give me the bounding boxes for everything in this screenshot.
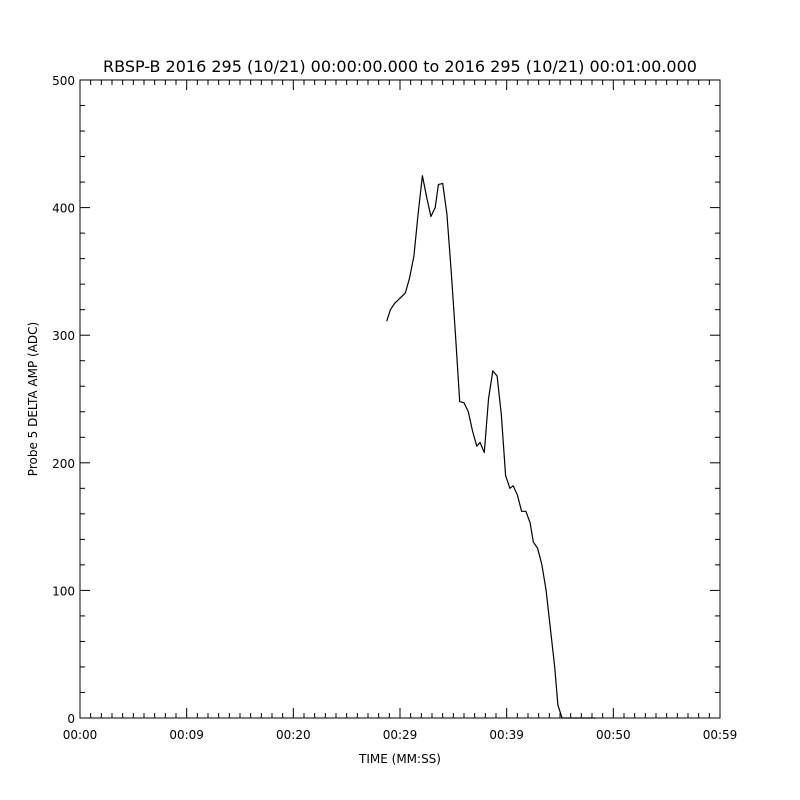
y-tick-label: 400	[52, 202, 75, 216]
x-tick-label: 00:50	[596, 728, 631, 742]
x-axis-label: TIME (MM:SS)	[358, 752, 441, 766]
y-axis-label: Probe 5 DELTA AMP (ADC)	[26, 322, 40, 476]
x-tick-label: 00:20	[276, 728, 311, 742]
chart-title: RBSP-B 2016 295 (10/21) 00:00:00.000 to …	[103, 57, 697, 76]
x-tick-label: 00:29	[383, 728, 418, 742]
series-line	[386, 175, 596, 719]
axis-tick-labels: 00:00 00:09 00:20 00:29 00:39 00:50 00:59 0 100 2…	[52, 74, 737, 742]
x-tick-label: 00:39	[489, 728, 524, 742]
axis-ticks	[79, 79, 721, 719]
y-tick-label: 300	[52, 329, 75, 343]
x-tick-label: 00:00	[63, 728, 98, 742]
y-tick-label: 100	[52, 584, 75, 598]
y-tick-label: 200	[52, 457, 75, 471]
x-tick-label: 00:09	[169, 728, 204, 742]
series-layer	[386, 175, 596, 719]
x-tick-label: 00:59	[703, 728, 738, 742]
y-tick-label: 0	[67, 712, 75, 726]
plot-frame	[79, 79, 721, 719]
y-tick-label: 500	[52, 74, 75, 88]
